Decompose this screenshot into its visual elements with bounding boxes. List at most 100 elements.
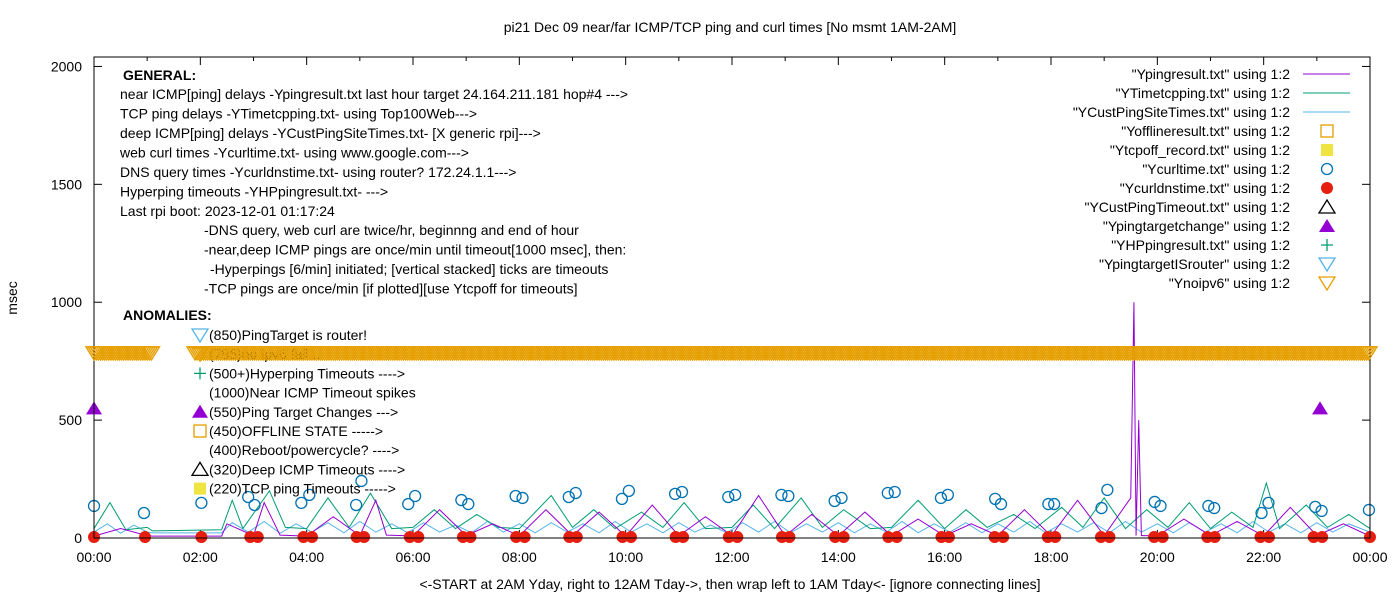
data-point [1048, 497, 1061, 511]
legend-entry-label: "Ypingtargetchange" using 1:2 [1103, 218, 1290, 234]
data-point [562, 490, 575, 504]
data-point [248, 498, 261, 512]
legend-marker [1321, 239, 1333, 251]
anomaly-icon [194, 482, 206, 495]
data-point [1148, 531, 1161, 544]
series-2 [93, 520, 1371, 534]
legend-marker [1321, 182, 1333, 194]
legend-entry-label: "Ypingresult.txt" using 1:2 [1132, 66, 1291, 82]
data-point [783, 531, 796, 544]
legend-entry-label: "Ynoipv6" using 1:2 [1169, 275, 1290, 291]
data-point [1359, 346, 1379, 362]
data-point [1362, 503, 1376, 517]
data-point [1101, 483, 1114, 497]
anomaly-label: (500+)Hyperping Timeouts ----> [209, 365, 405, 381]
y-tick-label: 0 [74, 530, 82, 546]
data-point [882, 531, 895, 544]
data-point [358, 531, 371, 544]
general-line: Last rpi boot: 2023-12-01 01:17:24 [120, 203, 335, 219]
y-tick-label: 2000 [51, 58, 82, 74]
data-point [516, 491, 529, 505]
legend-entry-label: "Ycurldnstime.txt" using 1:2 [1120, 180, 1290, 196]
data-point [997, 531, 1010, 544]
anomaly-label: (550)Ping Target Changes ---> [209, 404, 398, 420]
x-tick-label: 06:00 [395, 549, 430, 565]
data-point [729, 488, 742, 502]
data-point [1156, 531, 1169, 544]
data-point [297, 531, 310, 544]
data-point [615, 492, 629, 506]
data-point [1208, 501, 1221, 515]
data-point [1307, 531, 1320, 544]
series-1 [93, 481, 1371, 532]
x-tick-label: 00:00 [76, 549, 111, 565]
x-axis-label: <-START at 2AM Yday, right to 12AM Tday-… [419, 576, 1040, 592]
data-point [403, 531, 416, 544]
data-point [462, 497, 475, 511]
data-point [622, 484, 636, 497]
x-tick-label: 10:00 [608, 549, 643, 565]
data-point [1262, 531, 1275, 544]
y-tick-label: 1500 [51, 176, 82, 192]
anomalies-heading: ANOMALIES: [123, 307, 212, 323]
data-point [510, 531, 523, 544]
anomaly-icon [192, 404, 208, 418]
data-point [881, 486, 894, 500]
legend-marker [1320, 162, 1334, 176]
data-point [722, 531, 735, 544]
data-point [195, 496, 208, 510]
legend-marker [1319, 219, 1335, 232]
legend-marker [1317, 257, 1337, 273]
data-point [1094, 531, 1107, 544]
data-point [829, 531, 842, 544]
anomaly-label: (1000)Near ICMP Timeout spikes [209, 385, 416, 401]
data-point [888, 485, 901, 499]
general-line: web curl times -Ycurltime.txt- using www… [119, 145, 469, 161]
data-point [142, 346, 161, 362]
data-point [988, 531, 1001, 544]
anomaly-label: (400)Reboot/powercycle? ----> [209, 442, 399, 458]
data-point [994, 497, 1008, 511]
x-tick-label: 04:00 [289, 549, 324, 565]
general-line: TCP ping delays -YTimetcpping.txt- using… [120, 106, 477, 122]
general-line: near ICMP[ping] delays -Ypingresult.txt … [120, 86, 628, 102]
y-tick-label: 1000 [51, 294, 82, 310]
note-line: -DNS query, web curl are twice/hr, begin… [204, 222, 579, 238]
data-point [1255, 506, 1268, 520]
data-point [402, 497, 415, 511]
data-point [464, 531, 477, 544]
noipv6-band-overlay [84, 346, 1379, 362]
x-tick-label: 16:00 [927, 549, 962, 565]
data-point [355, 474, 368, 488]
data-point [1095, 501, 1108, 515]
legend-marker [1320, 124, 1334, 138]
data-point [412, 531, 425, 544]
data-point [1254, 531, 1267, 544]
note-line: -near,deep ICMP pings are once/min until… [204, 242, 626, 258]
data-point [1202, 499, 1215, 513]
note-line: -TCP pings are once/min [if plotted][use… [204, 281, 578, 297]
data-point [835, 491, 848, 505]
data-point [1049, 531, 1062, 544]
x-tick-label: 00:00 [1352, 549, 1387, 565]
data-point [295, 496, 308, 510]
annotations: GENERAL: near ICMP[ping] delays -Ypingres… [119, 67, 628, 497]
data-point [668, 487, 682, 501]
data-point [1208, 531, 1221, 544]
legend-entry-label: "Yofflineresult.txt" using 1:2 [1121, 123, 1290, 139]
data-point [251, 531, 264, 544]
note-line: -Hyperpings [6/min] initiated; [vertical… [210, 261, 608, 277]
data-point [782, 489, 795, 503]
data-point [941, 488, 955, 502]
data-point [1316, 531, 1329, 544]
data-point [1315, 504, 1328, 518]
data-point [195, 531, 208, 544]
legend-entry-label: "YCustPingSiteTimes.txt" using 1:2 [1073, 104, 1290, 120]
data-point [570, 531, 583, 544]
x-tick-label: 20:00 [1140, 549, 1175, 565]
data-point [624, 531, 637, 544]
data-point [303, 488, 316, 502]
legend-entry-label: "Ycurltime.txt" using 1:2 [1142, 161, 1290, 177]
data-point [139, 531, 152, 544]
